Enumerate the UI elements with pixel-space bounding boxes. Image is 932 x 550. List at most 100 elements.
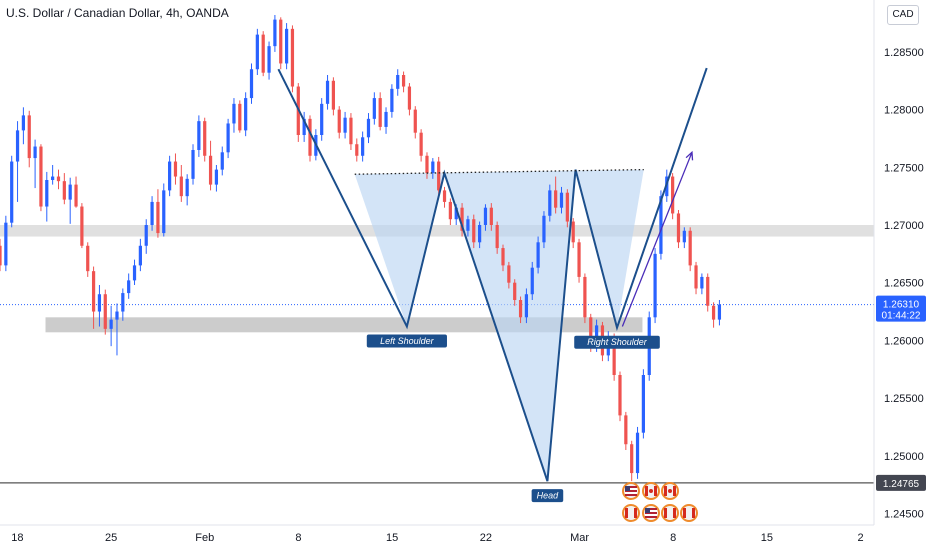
- candle[interactable]: [466, 215, 470, 237]
- neckline[interactable]: [354, 168, 644, 175]
- candle[interactable]: [261, 31, 265, 77]
- candle[interactable]: [325, 75, 330, 110]
- candle[interactable]: [384, 107, 388, 134]
- candle[interactable]: [156, 189, 160, 238]
- currency-button[interactable]: CAD: [887, 5, 919, 25]
- candle[interactable]: [513, 279, 517, 306]
- candle[interactable]: [173, 153, 178, 185]
- candle[interactable]: [308, 115, 312, 162]
- candle[interactable]: [442, 186, 447, 208]
- candle[interactable]: [618, 371, 622, 422]
- candle[interactable]: [45, 171, 49, 222]
- candle[interactable]: [21, 107, 26, 145]
- candle[interactable]: [366, 113, 371, 144]
- candle[interactable]: [396, 69, 400, 96]
- economic-events[interactable]: [622, 482, 698, 522]
- price-axis[interactable]: 1.28500 1.28000 1.27500 1.27000 1.26500 1.260…: [884, 47, 924, 521]
- candle[interactable]: [536, 236, 540, 274]
- candle[interactable]: [132, 259, 137, 285]
- candle[interactable]: [103, 289, 107, 335]
- candle[interactable]: [483, 204, 488, 231]
- candle[interactable]: [571, 218, 575, 249]
- candle[interactable]: [349, 113, 353, 150]
- candle[interactable]: [127, 273, 131, 299]
- candle[interactable]: [162, 183, 166, 237]
- candle[interactable]: [407, 83, 412, 116]
- candle[interactable]: [624, 411, 628, 450]
- candle[interactable]: [267, 41, 271, 80]
- candle[interactable]: [671, 173, 675, 220]
- candle[interactable]: [413, 106, 417, 139]
- candle[interactable]: [331, 77, 335, 116]
- candle[interactable]: [448, 198, 452, 225]
- candle[interactable]: [208, 140, 213, 191]
- candle[interactable]: [688, 227, 692, 272]
- right-shoulder-label[interactable]: Right Shoulder: [574, 335, 660, 349]
- candle[interactable]: [185, 174, 189, 206]
- candle[interactable]: [179, 165, 183, 202]
- candle[interactable]: [0, 238, 2, 272]
- projection-arrow[interactable]: [621, 152, 693, 327]
- candle[interactable]: [583, 273, 587, 324]
- ca-event-icon[interactable]: [622, 504, 640, 522]
- candle[interactable]: [530, 261, 534, 300]
- candle[interactable]: [68, 177, 72, 224]
- candle[interactable]: [284, 23, 289, 70]
- candle[interactable]: [542, 211, 546, 249]
- candle[interactable]: [548, 184, 552, 222]
- candle[interactable]: [302, 111, 306, 142]
- candle[interactable]: [401, 71, 406, 93]
- candle[interactable]: [74, 176, 78, 208]
- us-event-icon[interactable]: [622, 482, 640, 500]
- candle[interactable]: [320, 98, 324, 141]
- candle[interactable]: [86, 242, 90, 277]
- candle[interactable]: [10, 155, 14, 228]
- candle[interactable]: [653, 248, 657, 324]
- candle[interactable]: [115, 303, 119, 356]
- candle[interactable]: [249, 63, 254, 104]
- candle[interactable]: [425, 152, 429, 179]
- candle[interactable]: [191, 144, 195, 185]
- candle[interactable]: [390, 84, 394, 118]
- candle[interactable]: [554, 176, 558, 214]
- candle[interactable]: [168, 155, 172, 197]
- candle[interactable]: [431, 158, 435, 179]
- candle[interactable]: [109, 305, 113, 347]
- candle[interactable]: [507, 261, 511, 289]
- ca-event-icon[interactable]: [661, 504, 679, 522]
- candle[interactable]: [121, 288, 125, 321]
- candle[interactable]: [711, 302, 716, 328]
- candle[interactable]: [4, 215, 8, 272]
- candle[interactable]: [15, 121, 20, 202]
- ca-event-icon[interactable]: [642, 482, 660, 500]
- time-axis[interactable]: 18 25 Feb 8 15 22 Mar 8 15 2: [11, 532, 863, 544]
- candle[interactable]: [220, 146, 224, 176]
- candle[interactable]: [279, 17, 283, 70]
- candle[interactable]: [214, 165, 219, 192]
- candle[interactable]: [226, 118, 230, 159]
- candle[interactable]: [150, 196, 154, 231]
- candle[interactable]: [700, 273, 704, 295]
- candle[interactable]: [419, 129, 423, 162]
- candle[interactable]: [559, 186, 564, 214]
- candle[interactable]: [343, 111, 347, 139]
- resistance-zone[interactable]: [0, 225, 874, 237]
- candle[interactable]: [361, 131, 365, 162]
- candle[interactable]: [378, 92, 382, 131]
- candle[interactable]: [524, 288, 529, 324]
- left-shoulder-label[interactable]: Left Shoulder: [366, 334, 447, 348]
- candle[interactable]: [56, 169, 61, 190]
- candle[interactable]: [273, 15, 277, 52]
- candle[interactable]: [717, 300, 722, 326]
- candle[interactable]: [694, 261, 698, 295]
- candle[interactable]: [80, 203, 84, 249]
- candle[interactable]: [238, 100, 242, 133]
- candle[interactable]: [630, 440, 634, 482]
- candle[interactable]: [138, 238, 142, 272]
- candle[interactable]: [478, 221, 482, 249]
- ca-event-icon[interactable]: [661, 482, 679, 500]
- pattern-line[interactable]: [277, 67, 708, 482]
- candle[interactable]: [197, 115, 201, 157]
